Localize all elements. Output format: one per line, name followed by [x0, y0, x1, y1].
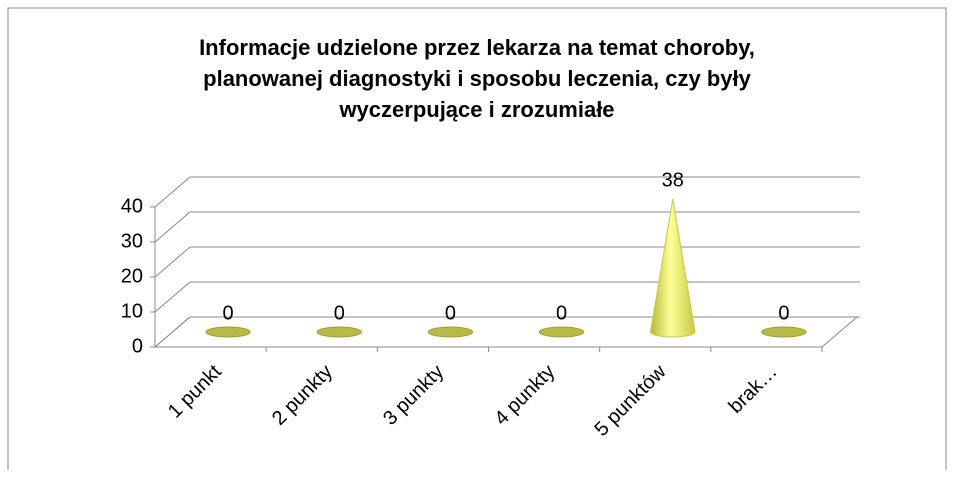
grid-line — [154, 281, 860, 313]
data-label: 0 — [778, 302, 789, 324]
cone-base — [538, 326, 585, 338]
grid-line — [154, 176, 860, 208]
x-tick-label: 2 punkty — [268, 361, 337, 430]
data-label: 0 — [223, 302, 234, 324]
frame-border — [7, 7, 947, 470]
data-label: 0 — [334, 302, 345, 324]
grid-line — [154, 246, 860, 278]
data-label: 0 — [556, 302, 567, 324]
y-tick-label: 0 — [132, 335, 143, 357]
data-label: 0 — [445, 302, 456, 324]
x-tick-label: 4 punkty — [490, 361, 559, 430]
x-tick-label: 1 punkt — [164, 360, 226, 422]
chart-title: Informacje udzielone przez lekarza na te… — [199, 35, 755, 122]
grid-line — [154, 211, 860, 243]
grid-line — [154, 316, 860, 348]
x-tick-label: 3 punkty — [379, 361, 448, 430]
cone-base — [316, 326, 362, 338]
cone — [650, 198, 696, 338]
y-tick-label: 30 — [121, 230, 143, 252]
cone-base — [761, 326, 807, 338]
cone-base — [427, 326, 474, 338]
y-tick-label: 40 — [121, 195, 143, 217]
data-label: 38 — [662, 169, 684, 191]
floor — [154, 316, 858, 348]
cone-base — [205, 326, 251, 338]
x-tick-label: brak… — [724, 361, 781, 418]
y-tick-label: 10 — [121, 300, 143, 322]
x-tick-label: 5 punktów — [590, 360, 670, 440]
y-tick-label: 20 — [121, 265, 143, 287]
